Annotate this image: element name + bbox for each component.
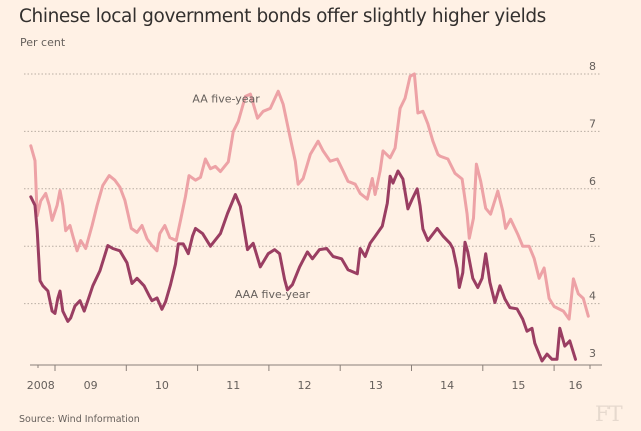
- y-tick-label: 4: [589, 290, 596, 303]
- series-label-aaa-five-year: AAA five-year: [235, 288, 311, 301]
- y-tick-label: 5: [589, 232, 596, 245]
- x-tick-label: 15: [511, 379, 525, 392]
- x-tick-label: 12: [298, 379, 312, 392]
- gridlines: [24, 73, 600, 305]
- series-label-aa-five-year: AA five-year: [192, 93, 260, 106]
- x-tick-label: 16: [568, 379, 582, 392]
- y-tick-label: 3: [589, 347, 596, 360]
- x-tick-label: 10: [155, 379, 169, 392]
- x-axis: 2008 09 10 11 12 13 14 15 16: [27, 364, 602, 392]
- chart-subtitle: Per cent: [20, 36, 66, 49]
- series-line-aa-five-year: [29, 72, 590, 321]
- series-lines: [29, 72, 590, 363]
- series-line-aaa-five-year: [29, 169, 577, 363]
- y-tick-label: 7: [589, 117, 596, 130]
- x-tick-label: 09: [84, 379, 98, 392]
- source-note: Source: Wind Information: [19, 414, 140, 425]
- y-tick-label: 6: [589, 175, 596, 188]
- x-tick-label: 11: [226, 379, 240, 392]
- chart-title: Chinese local government bonds offer sli…: [19, 6, 546, 27]
- x-tick-label: 14: [440, 379, 454, 392]
- y-tick-label: 8: [589, 60, 596, 73]
- x-tick-label: 2008: [27, 379, 55, 392]
- x-tick-label: 13: [369, 379, 383, 392]
- y-axis-ticks: 3 4 5 6 7 8: [589, 60, 596, 360]
- series-labels: AA five-year AAA five-year: [192, 93, 310, 301]
- ft-logo: FT: [595, 402, 623, 426]
